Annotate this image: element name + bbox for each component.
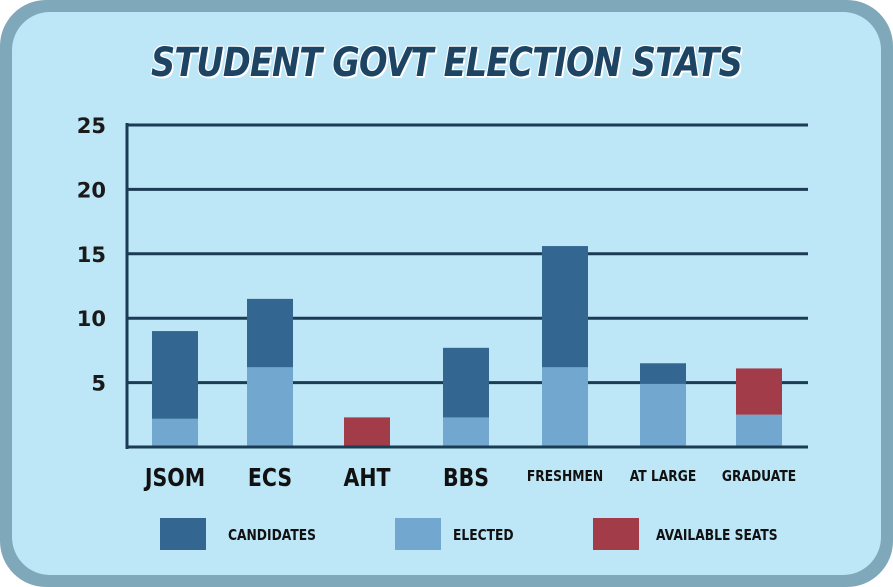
x-category-labels: JSOM ECS AHT BBS FRESHMEN AT LARGE GRADUATE: [143, 464, 796, 492]
bar-at-large-elected: [640, 383, 686, 447]
bar-graduate-elected: [736, 414, 782, 447]
bar-aht-available-seats: [344, 417, 390, 447]
gridlines: [127, 123, 808, 385]
legend-label-candidates: CANDIDATES: [228, 527, 316, 544]
legend-swatch-available-seats: [593, 518, 639, 550]
x-category-label-freshmen: FRESHMEN: [527, 468, 603, 485]
bar-jsom-elected: [152, 418, 198, 447]
chart-panel: [12, 12, 881, 575]
x-category-label-aht: AHT: [343, 464, 390, 492]
legend: CANDIDATES ELECTED AVAILABLE SEATS: [160, 518, 778, 550]
legend-label-elected: ELECTED: [453, 527, 514, 544]
axes: [125, 123, 808, 449]
y-tick-labels: 5 10 15 20 25: [77, 114, 106, 396]
y-tick-label-20: 20: [77, 178, 106, 202]
x-category-label-jsom: JSOM: [143, 464, 205, 492]
legend-swatch-elected: [395, 518, 441, 550]
x-category-label-graduate: GRADUATE: [722, 468, 796, 485]
bars: [152, 246, 782, 447]
legend-swatch-candidates: [160, 518, 206, 550]
chart-title: STUDENT GOVT ELECTION STATS: [150, 40, 743, 86]
x-category-label-bbs: BBS: [443, 464, 489, 492]
bar-bbs-elected: [443, 417, 489, 447]
legend-label-available-seats: AVAILABLE SEATS: [656, 527, 778, 544]
x-category-label-ecs: ECS: [248, 464, 292, 492]
y-tick-label-15: 15: [77, 243, 106, 267]
y-tick-label-5: 5: [91, 372, 106, 396]
y-tick-label-25: 25: [77, 114, 106, 138]
bar-freshmen-elected: [542, 367, 588, 447]
bar-graduate-available-seats: [736, 368, 782, 415]
bar-ecs-elected: [247, 367, 293, 447]
x-category-label-at-large: AT LARGE: [630, 468, 696, 485]
y-tick-label-10: 10: [77, 307, 106, 331]
